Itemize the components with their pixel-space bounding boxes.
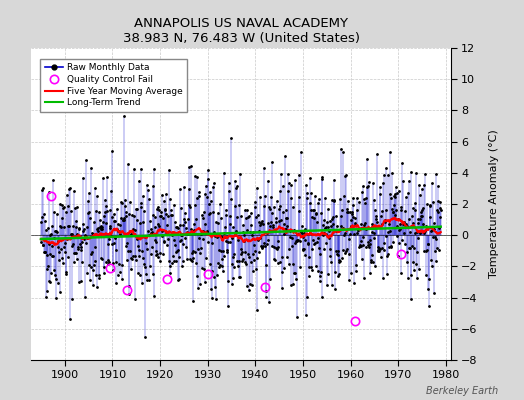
Legend: Raw Monthly Data, Quality Control Fail, Five Year Moving Average, Long-Term Tren: Raw Monthly Data, Quality Control Fail, … (40, 59, 188, 112)
Text: Berkeley Earth: Berkeley Earth (425, 386, 498, 396)
Title: ANNAPOLIS US NAVAL ACADEMY
38.983 N, 76.483 W (United States): ANNAPOLIS US NAVAL ACADEMY 38.983 N, 76.… (123, 18, 359, 46)
Y-axis label: Temperature Anomaly (°C): Temperature Anomaly (°C) (489, 130, 499, 278)
